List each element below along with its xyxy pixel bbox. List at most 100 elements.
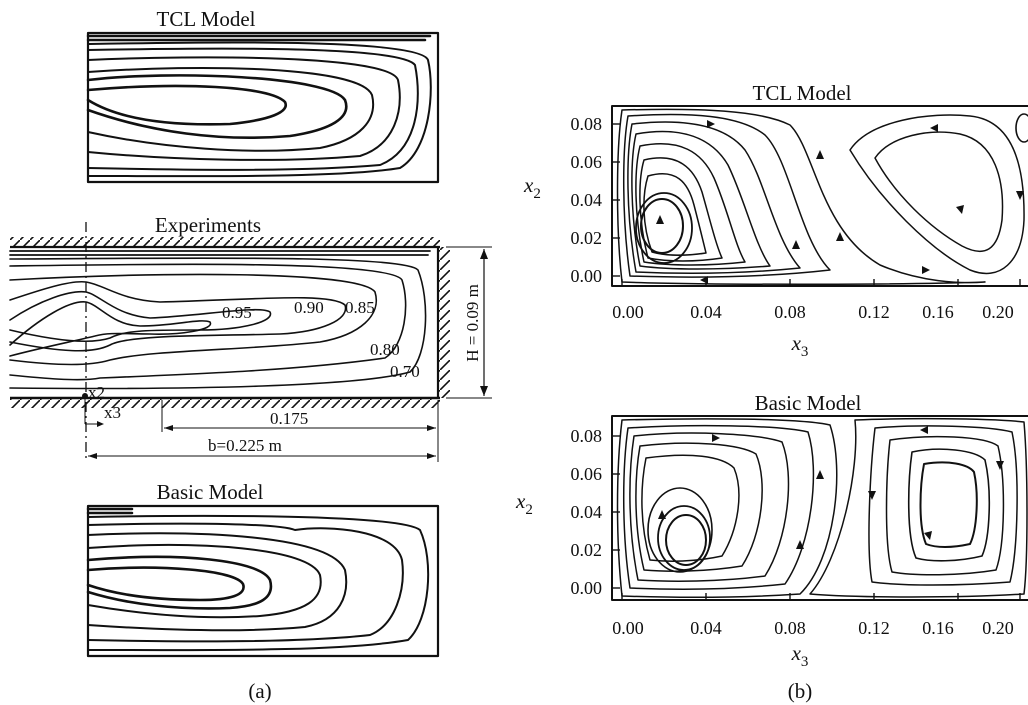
- contour-line: [87, 532, 348, 632]
- contour-label-090: 0.90: [294, 298, 324, 317]
- streamline: [657, 505, 711, 571]
- panel-b-bottom-ticks: [612, 435, 1021, 600]
- streamline: [640, 198, 684, 254]
- panel-a-caption: (a): [248, 679, 271, 703]
- x-tick: 0.08: [774, 302, 806, 322]
- panel-a-top-frame: [86, 31, 440, 184]
- panel-b-bottom-frame: [611, 415, 1028, 601]
- streamline: [885, 435, 1005, 576]
- panel-a-top-contours: [86, 31, 440, 184]
- contour-line: [87, 514, 430, 652]
- y-tick: 0.00: [571, 578, 603, 598]
- contour-line: [86, 74, 348, 140]
- streamline: [643, 173, 707, 256]
- top-wall-hatch: [10, 237, 440, 247]
- contour-line: [9, 290, 272, 343]
- contour-label-080: 0.80: [370, 340, 400, 359]
- panel-b-top-xlabel: x3: [791, 331, 809, 360]
- panel-b-top-title: TCL Model: [753, 81, 852, 105]
- streamline: [641, 454, 740, 562]
- contour-line: [87, 522, 404, 643]
- x-tick: 0.04: [690, 618, 722, 638]
- panel-a-bottom-contours: [86, 504, 440, 658]
- panel-a-mid-contours: 0.95 0.90 0.85 0.80 0.70 H = 0.09 m x2 x…: [9, 222, 492, 462]
- contour-line: [9, 301, 212, 357]
- x-tick: 0.16: [922, 302, 954, 322]
- panel-b-top-frame: [611, 105, 1028, 287]
- x-tick: 0.08: [774, 618, 806, 638]
- streamline: [622, 113, 831, 278]
- streamline: [874, 131, 1004, 253]
- contour-line: [87, 47, 419, 171]
- x-tick: 0.16: [922, 618, 954, 638]
- streamline: [665, 514, 707, 566]
- streamline: [809, 417, 1028, 598]
- contour-line: [9, 257, 427, 390]
- flow-arrows: [658, 426, 1004, 549]
- streamline: [639, 157, 723, 262]
- panel-a-bottom-title: Basic Model: [157, 480, 264, 504]
- y-tick: 0.02: [571, 228, 603, 248]
- flow-arrows: [656, 120, 1024, 284]
- streamline: [631, 130, 771, 270]
- panel-b-bottom-yticks: 0.08 0.06 0.04 0.02 0.00: [571, 426, 603, 598]
- streamline: [635, 192, 693, 264]
- side-wall-hatch: [438, 247, 450, 398]
- y-tick: 0.08: [571, 114, 603, 134]
- x-tick: 0.00: [612, 618, 644, 638]
- height-label: H = 0.09 m: [463, 284, 482, 362]
- x-tick: 0.00: [612, 302, 644, 322]
- x-tick: 0.20: [982, 302, 1014, 322]
- panel-b-bottom-title: Basic Model: [755, 391, 862, 415]
- contour-line: [87, 56, 401, 161]
- streamline: [919, 461, 978, 548]
- streamline: [629, 432, 790, 582]
- panel-b-top-yticks: 0.08 0.06 0.04 0.02 0.00: [571, 114, 603, 286]
- streamline: [907, 448, 991, 562]
- y-tick: 0.04: [571, 502, 603, 522]
- contour-line: [9, 263, 407, 381]
- panel-b-top-xticks: 0.00 0.04 0.08 0.12 0.16 0.20: [612, 302, 1014, 322]
- streamline: [616, 418, 838, 599]
- panel-b-top-plot: [611, 105, 1028, 287]
- streamline: [622, 424, 815, 590]
- panel-a-bottom-frame: [86, 504, 440, 658]
- y-tick: 0.00: [571, 266, 603, 286]
- streamline: [635, 442, 763, 572]
- x-tick: 0.04: [690, 302, 722, 322]
- contour-line: [87, 544, 322, 619]
- streamline: [627, 121, 801, 274]
- contour-line: [9, 273, 378, 366]
- contour-line: [87, 41, 432, 178]
- y-tick: 0.04: [571, 190, 603, 210]
- contour-line: [86, 555, 273, 610]
- panel-b: TCL Model: [515, 81, 1028, 703]
- y-tick: 0.06: [571, 464, 603, 484]
- panel-b-bottom-ylabel: x2: [515, 489, 533, 518]
- contour-line: [86, 84, 288, 126]
- contour-line: [86, 566, 245, 602]
- contour-label-085: 0.85: [345, 298, 375, 317]
- streamline: [647, 487, 713, 573]
- corner-eddy: [1015, 113, 1028, 143]
- axis-x2-label: x2: [88, 383, 105, 402]
- x-tick: 0.20: [982, 618, 1014, 638]
- panel-b-top-ylabel: x2: [523, 173, 541, 202]
- y-tick: 0.06: [571, 152, 603, 172]
- axis-x3-label: x3: [104, 403, 121, 422]
- contour-line: [87, 66, 375, 152]
- streamline: [868, 425, 1018, 586]
- contour-line: [9, 280, 347, 352]
- contour-label-095: 0.95: [222, 303, 252, 322]
- contour-label-070: 0.70: [390, 362, 420, 381]
- y-tick: 0.08: [571, 426, 603, 446]
- panel-a-mid-title: Experiments: [155, 213, 261, 237]
- x-tick: 0.12: [858, 618, 890, 638]
- dim-b-label: b=0.225 m: [208, 436, 282, 455]
- y-tick: 0.02: [571, 540, 603, 560]
- panel-b-bottom-plot: [611, 415, 1028, 601]
- panel-a-top-title: TCL Model: [157, 7, 256, 31]
- streamline: [849, 114, 1025, 275]
- panel-b-bottom-xticks: 0.00 0.04 0.08 0.12 0.16 0.20: [612, 618, 1014, 638]
